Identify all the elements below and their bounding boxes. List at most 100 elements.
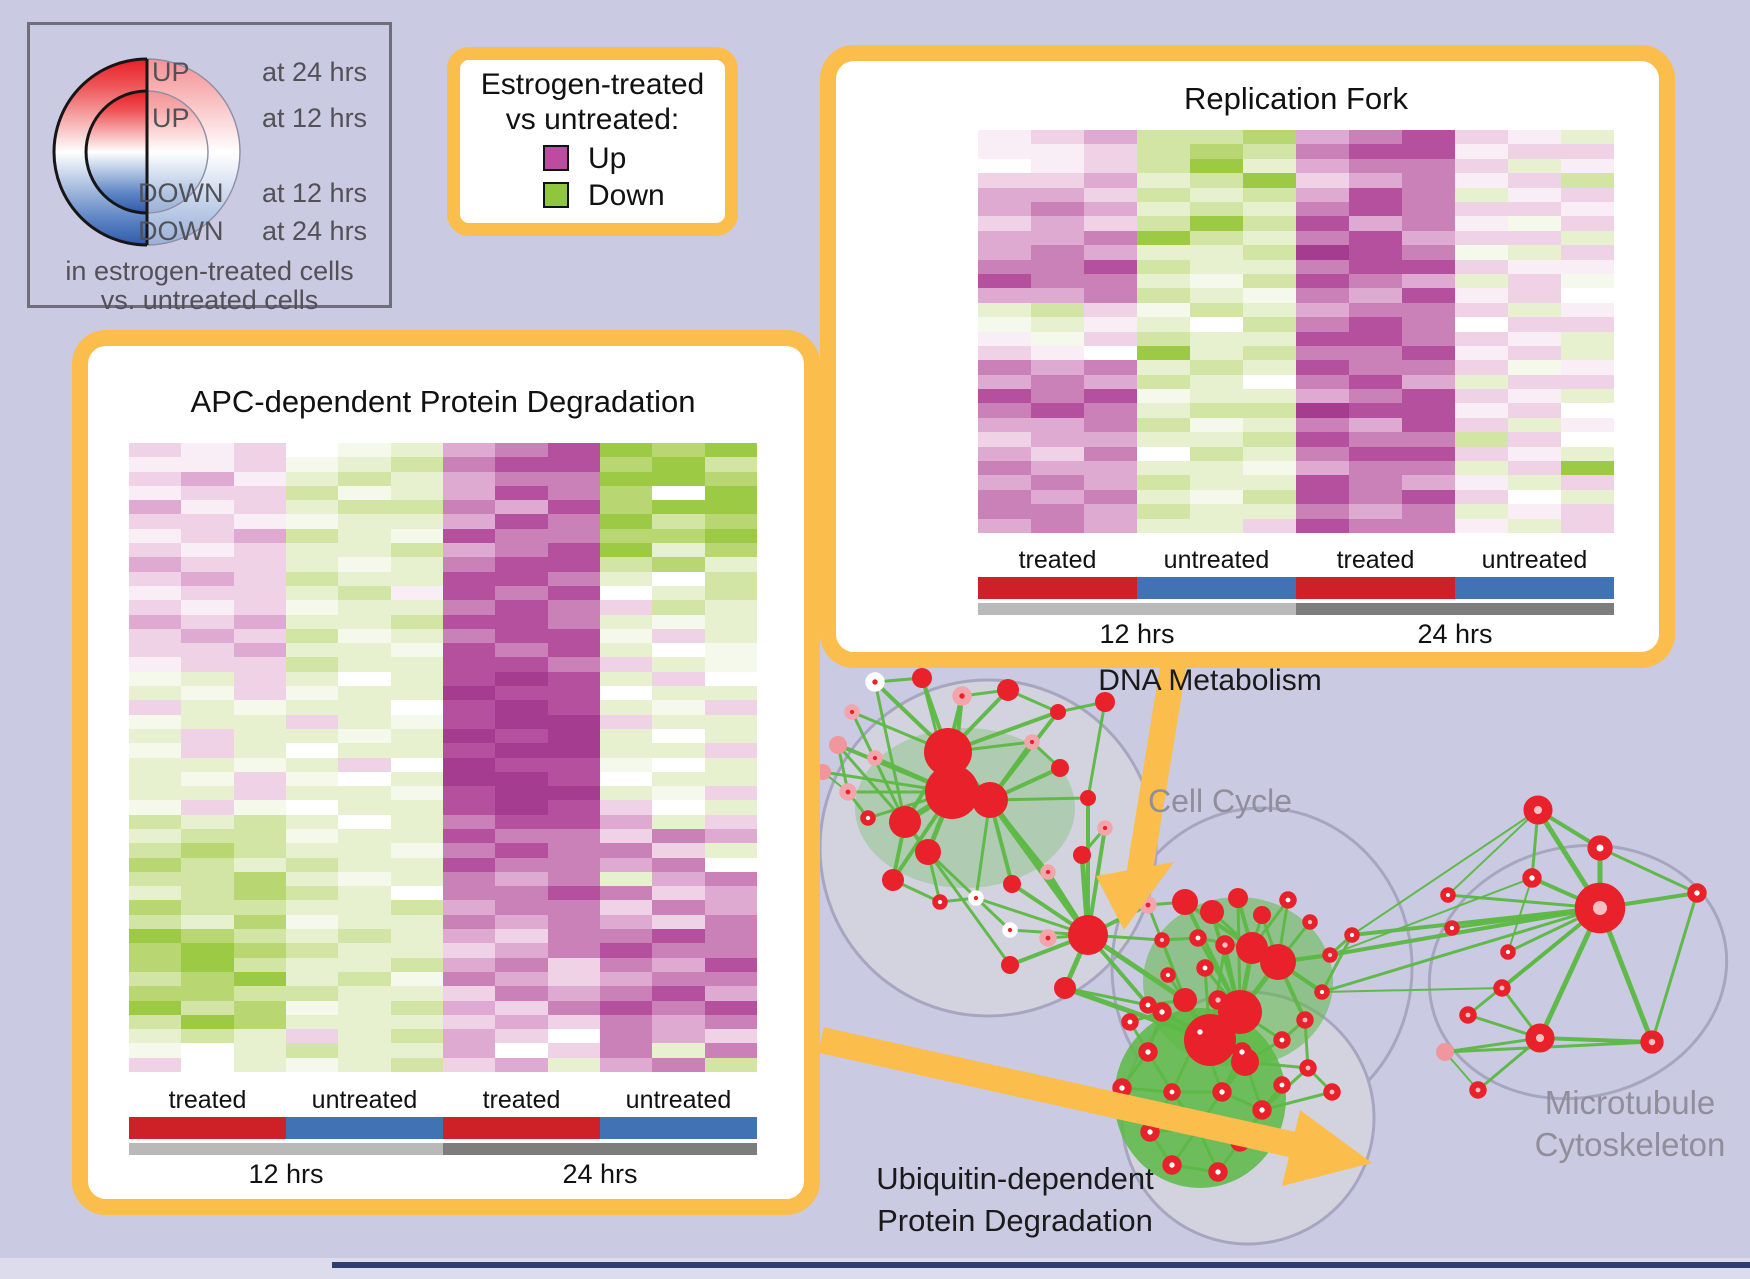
network-node	[1440, 887, 1456, 903]
heatmap-cell	[1243, 504, 1296, 519]
heatmap-cell	[233, 900, 286, 915]
heatmap-cell	[285, 986, 339, 1001]
up-color-swatch	[543, 145, 569, 171]
network-node	[1163, 1083, 1181, 1101]
heatmap-cell	[1402, 374, 1455, 390]
heatmap-cell	[390, 686, 443, 701]
heatmap-cell	[1243, 130, 1296, 145]
network-node	[1273, 1076, 1291, 1094]
heatmap-cell	[1349, 158, 1402, 174]
heatmap-cell	[1243, 201, 1296, 217]
heatmap-cell	[233, 528, 286, 544]
heatmap-cell	[1508, 288, 1561, 303]
heatmap-cell	[129, 771, 182, 787]
heatmap-cell	[1508, 302, 1561, 318]
heatmap-cell	[704, 843, 757, 858]
heatmap-cell	[495, 843, 548, 858]
network-node	[1296, 1011, 1314, 1029]
heatmap-cell	[1137, 374, 1190, 390]
heatmap-cell	[390, 1043, 443, 1058]
heatmap-cell	[978, 403, 1031, 418]
heatmap-cell	[599, 843, 653, 858]
heatmap-cell	[1561, 504, 1614, 519]
heatmap-cell	[338, 528, 391, 544]
heatmap-cell	[1031, 331, 1084, 346]
heatmap-cell	[704, 628, 757, 644]
heatmap-cell	[704, 614, 757, 629]
heatmap-cell	[442, 728, 496, 744]
heatmap-cell	[338, 1029, 391, 1044]
heatmap-cell	[704, 1000, 757, 1015]
heatmap-cell	[1031, 317, 1084, 332]
heatmap-cell	[495, 657, 548, 672]
network-node	[1162, 1155, 1182, 1175]
heatmap-cell	[1084, 273, 1137, 289]
heatmap-cell	[285, 443, 339, 458]
heatmap-cell	[1455, 475, 1508, 490]
heatmap-cell	[704, 957, 757, 972]
network-node	[1253, 906, 1271, 924]
heatmap-cell	[547, 471, 600, 486]
network-node	[1302, 914, 1318, 930]
heatmap-cell	[233, 1029, 286, 1044]
heatmap-cell	[652, 1000, 705, 1015]
network-node	[1097, 820, 1113, 836]
network-node	[867, 750, 883, 766]
heatmap-cell	[390, 857, 443, 872]
heatmap-cell	[978, 360, 1031, 375]
heatmap-cell	[652, 643, 705, 658]
heatmap-cell	[285, 828, 339, 844]
heatmap-cell	[442, 643, 496, 658]
heatmap-cell	[129, 914, 182, 930]
heatmap-cell	[547, 528, 600, 544]
heatmap-cell	[599, 871, 653, 887]
heatmap-cell	[652, 771, 705, 787]
heatmap-cell	[652, 971, 705, 987]
heatmap-cell	[1455, 144, 1508, 159]
heatmap-cell	[1031, 461, 1084, 476]
heatmap-cell	[495, 814, 548, 829]
heatmap-cell	[338, 671, 391, 687]
heatmap-cell	[599, 471, 653, 486]
heatmap-cell	[181, 828, 234, 844]
heatmap-cell	[338, 900, 391, 915]
heatmap-cell	[442, 900, 496, 915]
heatmap-cell	[1561, 201, 1614, 217]
heatmap-cell	[129, 828, 182, 844]
heatmap-cell	[495, 728, 548, 744]
heatmap-cell	[1402, 259, 1455, 274]
network-edge	[1086, 700, 1107, 800]
heatmap-cell	[495, 929, 548, 944]
heatmap-cell	[495, 485, 548, 501]
heatmap-cell	[181, 800, 234, 815]
heatmap-cell	[129, 643, 182, 658]
legend-footer-line1: in estrogen-treated cells	[65, 256, 354, 286]
heatmap-cell	[129, 585, 182, 601]
heatmap-cell	[1508, 273, 1561, 289]
heatmap-cell	[285, 471, 339, 486]
heatmap-cell	[1190, 403, 1243, 418]
heatmap-cell	[233, 543, 286, 558]
condition-label: untreated	[311, 1086, 418, 1114]
heatmap-cell	[1296, 230, 1349, 246]
heatmap-cell	[1137, 201, 1190, 217]
heatmap-cell	[547, 914, 600, 930]
heatmap-cell	[547, 814, 600, 829]
heatmap-cell	[338, 743, 391, 758]
heatmap-cell	[1561, 144, 1614, 159]
heatmap-cell	[181, 600, 234, 615]
heatmap-cell	[1137, 461, 1190, 476]
heatmap-cell	[1508, 331, 1561, 346]
heatmap-cell	[390, 600, 443, 615]
heatmap-cell	[338, 828, 391, 844]
heatmap-cell	[547, 686, 600, 701]
heatmap-cell	[652, 457, 705, 472]
heatmap-cell	[1137, 504, 1190, 519]
heatmap-cell	[129, 757, 182, 772]
heatmap-cell	[1031, 230, 1084, 246]
heatmap-cell	[704, 943, 757, 958]
heatmap-cell	[1137, 288, 1190, 303]
heatmap-cell	[1349, 417, 1402, 433]
heatmap-cell	[495, 443, 548, 458]
heatmap-cell	[1190, 489, 1243, 505]
